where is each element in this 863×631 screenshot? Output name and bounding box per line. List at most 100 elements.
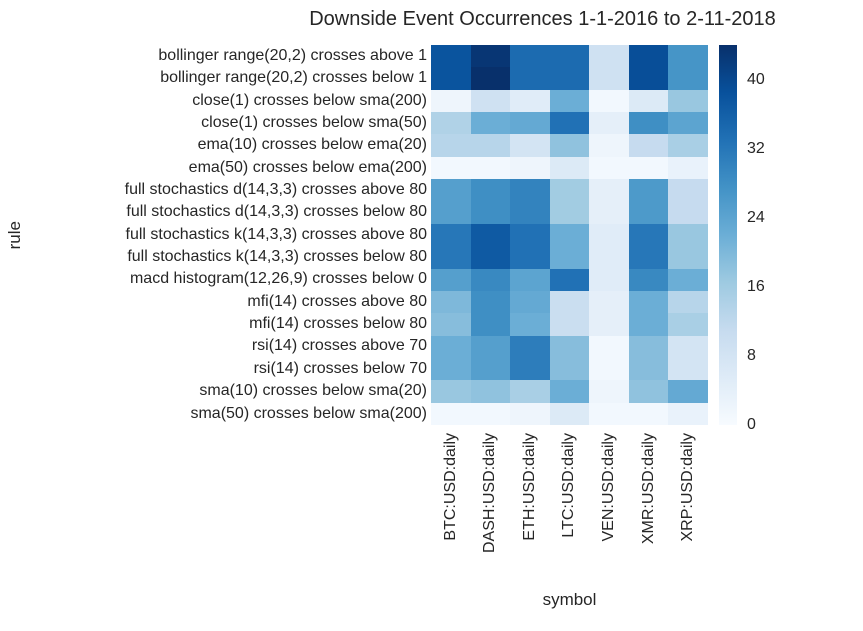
heatmap-cell: [549, 134, 590, 157]
colorbar-tick-label: 8: [747, 346, 756, 364]
y-tick-label: ema(50) crosses below ema(200): [188, 158, 427, 176]
y-tick-label: full stochastics d(14,3,3) crosses above…: [124, 181, 427, 199]
heatmap-cell: [589, 357, 629, 381]
heatmap-cell: [470, 357, 511, 381]
heatmap-cell: [510, 179, 550, 202]
heatmap-cell: [510, 313, 550, 336]
y-tick-label: full stochastics k(14,3,3) crosses above…: [125, 225, 427, 243]
heatmap-cell: [628, 402, 669, 425]
heatmap-cell: [668, 134, 708, 157]
heatmap-cell: [431, 179, 471, 202]
heatmap-cell: [668, 313, 708, 336]
heatmap-cell: [668, 156, 708, 180]
y-tick-label: mfi(14) crosses above 80: [247, 292, 427, 310]
y-tick-label: bollinger range(20,2) crosses below 1: [160, 69, 427, 87]
heatmap-cell: [668, 335, 708, 358]
heatmap-cell: [431, 134, 471, 157]
y-tick-label: bollinger range(20,2) crosses above 1: [158, 47, 427, 64]
heatmap-cell: [589, 335, 629, 358]
heatmap-cell: [431, 268, 471, 291]
colorbar-ticks: 0 8 16 24 32 40: [747, 45, 787, 433]
heatmap-cell: [431, 335, 471, 358]
heatmap-cell: [668, 89, 708, 113]
heatmap-cell: [549, 223, 590, 247]
heatmap-cell: [668, 402, 708, 425]
x-tick-cell: VEN:USD:daily: [589, 433, 629, 573]
heatmap-cell: [628, 45, 669, 68]
heatmap-cell: [510, 268, 550, 291]
heatmap-cell: [628, 313, 669, 336]
y-tick-label: sma(10) crosses below sma(20): [199, 382, 427, 400]
heatmap-cell: [549, 313, 590, 336]
heatmap-cell: [589, 45, 629, 68]
heatmap-cell: [431, 290, 471, 314]
heatmap-cell: [470, 179, 511, 202]
heatmap-cell: [589, 313, 629, 336]
heatmap-cell: [668, 67, 708, 90]
y-tick-label: ema(10) crosses below ema(20): [197, 136, 427, 154]
heatmap-cell: [431, 402, 471, 425]
x-tick-cell: ETH:USD:daily: [510, 433, 550, 573]
heatmap-cell: [668, 357, 708, 381]
x-tick-label: LTC:USD:daily: [560, 433, 578, 538]
heatmap-cell: [431, 201, 471, 224]
y-tick-label: close(1) crosses below sma(50): [201, 114, 427, 132]
y-tick-label: macd histogram(12,26,9) crosses below 0: [129, 270, 427, 288]
heatmap-cell: [589, 246, 629, 269]
heatmap-cell: [431, 112, 471, 135]
heatmap-cell: [510, 223, 550, 247]
x-tick-label: VEN:USD:daily: [600, 433, 618, 542]
heatmap-cell: [431, 45, 471, 68]
heatmap-cell: [510, 112, 550, 135]
heatmap-cell: [431, 246, 471, 269]
heatmap-cell: [628, 223, 669, 247]
y-tick-label: sma(50) crosses below sma(200): [190, 404, 427, 422]
colorbar-tick-label: 32: [747, 139, 765, 157]
heatmap-cell: [470, 45, 511, 68]
colorbar-tick-label: 24: [747, 208, 765, 226]
heatmap-cell: [510, 89, 550, 113]
heatmap-cell: [628, 201, 669, 224]
heatmap-cell: [628, 112, 669, 135]
heatmap-cell: [431, 156, 471, 180]
heatmap-cell: [549, 268, 590, 291]
heatmap-cell: [549, 45, 590, 68]
x-tick-label: ETH:USD:daily: [520, 433, 538, 541]
heatmap-cell: [549, 335, 590, 358]
heatmap-cell: [589, 156, 629, 180]
y-tick-label: full stochastics k(14,3,3) crosses below…: [127, 248, 427, 266]
heatmap-cell: [510, 201, 550, 224]
heatmap-cell: [549, 380, 590, 403]
heatmap-cell: [628, 246, 669, 269]
heatmap-cell: [510, 402, 550, 425]
x-tick-cell: LTC:USD:daily: [550, 433, 590, 573]
y-tick-labels: bollinger range(20,2) crosses above 1 bol…: [0, 45, 427, 425]
heatmap-cell: [549, 112, 590, 135]
x-tick-labels: BTC:USD:daily DASH:USD:daily ETH:USD:daily…: [431, 433, 708, 573]
heatmap-cell: [510, 357, 550, 381]
heatmap-cell: [510, 290, 550, 314]
x-tick-label: BTC:USD:daily: [441, 433, 459, 541]
heatmap-cell: [431, 89, 471, 113]
heatmap-cell: [510, 67, 550, 90]
heatmap-cell: [470, 402, 511, 425]
heatmap-cell: [510, 335, 550, 358]
heatmap-cell: [510, 134, 550, 157]
heatmap-cell: [628, 179, 669, 202]
y-tick-label: mfi(14) crosses below 80: [249, 315, 427, 333]
chart-title: Downside Event Occurrences 1-1-2016 to 2…: [309, 8, 776, 30]
colorbar-tick-label: 16: [747, 277, 765, 295]
heatmap-cell: [470, 335, 511, 358]
x-tick-label: XMR:USD:daily: [639, 433, 657, 545]
colorbar: [719, 45, 737, 425]
heatmap-cell: [549, 290, 590, 314]
heatmap-cell: [431, 380, 471, 403]
heatmap-cell: [589, 112, 629, 135]
heatmap-cell: [668, 112, 708, 135]
heatmap-cell: [628, 67, 669, 90]
colorbar-tick-label: 0: [747, 416, 756, 433]
heatmap-cell: [628, 380, 669, 403]
heatmap-cell: [668, 290, 708, 314]
heatmap-cell: [668, 45, 708, 68]
